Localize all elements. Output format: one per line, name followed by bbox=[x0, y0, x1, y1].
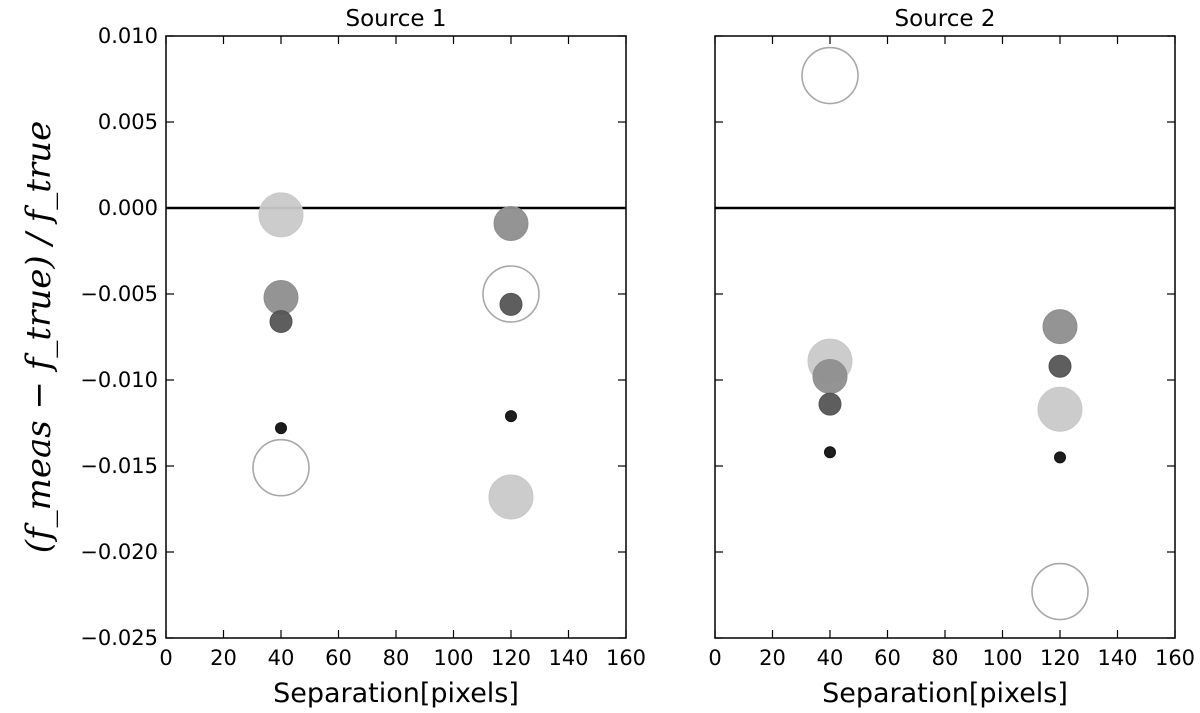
plot-frame bbox=[714, 35, 1176, 639]
data-point bbox=[258, 192, 304, 238]
x-tick-label: 20 bbox=[759, 646, 786, 670]
x-tick-label: 140 bbox=[548, 646, 588, 670]
x-tick-label: 120 bbox=[1040, 646, 1080, 670]
x-tick-label: 40 bbox=[268, 646, 295, 670]
data-point bbox=[812, 359, 848, 395]
panel-source-2: 0 20 40 60 80 100 120 140 160 Source 2 Separation[… bbox=[708, 6, 1195, 709]
data-point bbox=[488, 474, 534, 520]
y-axis-label: (f_meas − f_true) / f_true bbox=[19, 121, 59, 553]
x-tick-label: 160 bbox=[606, 646, 646, 670]
y-tick-label: 0.000 bbox=[98, 196, 158, 220]
x-tick-label: 80 bbox=[932, 646, 959, 670]
x-axis-label: Separation[pixels] bbox=[273, 678, 519, 709]
data-point bbox=[818, 392, 842, 416]
panel-title: Source 2 bbox=[895, 6, 996, 32]
data-point bbox=[1031, 562, 1089, 621]
y-tick-label: −0.005 bbox=[80, 282, 158, 306]
y-tick-label: −0.020 bbox=[80, 540, 158, 564]
panel-title: Source 1 bbox=[346, 6, 447, 32]
y-tick-label: 0.005 bbox=[98, 110, 158, 134]
data-point bbox=[1037, 386, 1083, 432]
data-point bbox=[493, 205, 529, 241]
x-tick-label: 60 bbox=[325, 646, 352, 670]
data-point bbox=[252, 438, 310, 497]
data-point bbox=[1042, 309, 1078, 345]
data-point bbox=[499, 292, 523, 316]
x-tick-label: 100 bbox=[982, 646, 1022, 670]
panel-source-1: 0 20 40 60 80 100 120 140 160 0.010 0.005 0.000 −0.0… bbox=[80, 6, 646, 709]
data-point bbox=[263, 279, 299, 315]
x-tick-label: 40 bbox=[817, 646, 844, 670]
y-tick-label: −0.010 bbox=[80, 368, 158, 392]
x-axis-label: Separation[pixels] bbox=[822, 678, 1068, 709]
data-point bbox=[275, 422, 287, 435]
data-point bbox=[824, 446, 836, 459]
x-tick-label: 60 bbox=[874, 646, 901, 670]
data-point bbox=[269, 310, 293, 334]
x-tick-label: 140 bbox=[1097, 646, 1137, 670]
data-point bbox=[1048, 354, 1072, 378]
x-tick-label: 0 bbox=[708, 646, 721, 670]
x-tick-label: 120 bbox=[491, 646, 531, 670]
x-tick-label: 160 bbox=[1155, 646, 1195, 670]
y-tick-label: 0.010 bbox=[98, 24, 158, 48]
x-tick-label: 20 bbox=[210, 646, 237, 670]
data-point bbox=[801, 46, 859, 105]
x-tick-label: 100 bbox=[433, 646, 473, 670]
x-tick-label: 80 bbox=[383, 646, 410, 670]
x-tick-label: 0 bbox=[159, 646, 172, 670]
y-tick-label: −0.015 bbox=[80, 454, 158, 478]
plot-frame bbox=[165, 35, 627, 639]
data-point bbox=[505, 410, 517, 423]
data-point bbox=[1054, 451, 1066, 464]
y-tick-label: −0.025 bbox=[80, 626, 158, 650]
